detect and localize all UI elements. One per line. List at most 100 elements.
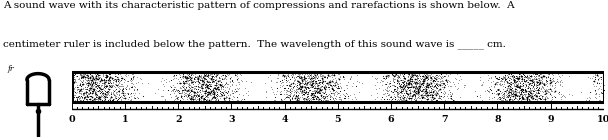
Point — [180, 76, 190, 78]
Point — [285, 83, 295, 85]
Point — [517, 84, 527, 87]
Point — [398, 85, 408, 87]
Point — [295, 75, 305, 77]
Point — [397, 81, 407, 83]
Point — [283, 84, 292, 86]
Point — [425, 77, 435, 79]
Point — [209, 78, 219, 80]
Point — [510, 94, 519, 96]
Point — [410, 82, 420, 84]
Point — [159, 95, 168, 97]
Point — [522, 98, 532, 101]
Point — [184, 92, 194, 94]
Point — [543, 96, 553, 99]
Point — [519, 80, 529, 82]
Point — [496, 80, 506, 82]
Point — [214, 88, 224, 91]
Point — [508, 87, 517, 89]
Point — [83, 82, 93, 84]
Point — [72, 96, 82, 99]
Point — [283, 95, 293, 98]
Point — [513, 86, 522, 88]
Point — [202, 86, 212, 88]
Point — [215, 76, 225, 79]
Point — [503, 73, 513, 76]
Point — [309, 89, 319, 91]
Point — [433, 83, 443, 85]
Point — [520, 98, 530, 100]
Point — [90, 90, 100, 92]
Point — [285, 99, 294, 101]
Point — [201, 85, 210, 87]
Point — [102, 84, 112, 87]
Point — [291, 78, 300, 80]
Point — [288, 82, 298, 84]
Point — [427, 88, 437, 90]
Point — [123, 97, 133, 100]
Point — [212, 90, 221, 92]
Point — [207, 72, 216, 75]
Point — [532, 84, 542, 86]
Point — [198, 85, 207, 87]
Point — [315, 91, 325, 93]
Point — [279, 75, 289, 77]
Point — [411, 85, 421, 87]
Point — [286, 89, 295, 91]
Point — [76, 76, 86, 78]
Point — [534, 84, 544, 86]
Point — [314, 90, 324, 92]
Point — [427, 95, 437, 97]
Point — [421, 85, 431, 87]
Point — [90, 92, 100, 94]
Point — [85, 80, 94, 82]
Point — [421, 84, 431, 87]
Point — [539, 86, 548, 88]
Point — [523, 90, 533, 93]
Point — [90, 75, 100, 78]
Point — [186, 89, 196, 91]
Point — [440, 99, 449, 101]
Point — [278, 76, 288, 79]
Point — [182, 78, 192, 80]
Point — [296, 86, 306, 89]
Point — [88, 83, 97, 85]
Point — [407, 80, 416, 82]
Point — [440, 75, 450, 78]
Point — [292, 97, 302, 100]
Point — [294, 95, 303, 98]
Point — [111, 97, 120, 99]
Point — [95, 90, 105, 92]
Point — [477, 82, 487, 85]
Point — [92, 94, 102, 96]
Point — [199, 82, 209, 84]
Point — [406, 74, 415, 76]
Point — [201, 92, 210, 94]
Point — [440, 79, 450, 81]
Point — [218, 77, 227, 79]
Point — [528, 80, 537, 82]
Point — [90, 82, 100, 85]
Point — [514, 76, 524, 78]
Point — [303, 77, 313, 79]
Point — [116, 75, 126, 78]
Point — [537, 85, 547, 88]
Point — [330, 96, 340, 99]
Point — [543, 89, 553, 92]
Point — [311, 98, 321, 101]
Point — [396, 88, 406, 90]
Point — [440, 90, 449, 92]
Point — [94, 96, 104, 98]
Point — [401, 89, 411, 92]
Point — [510, 78, 519, 80]
Point — [216, 94, 226, 97]
Point — [75, 79, 85, 81]
Point — [366, 94, 376, 96]
Point — [523, 92, 533, 94]
Point — [514, 78, 523, 80]
Point — [182, 82, 192, 84]
Point — [213, 88, 223, 90]
Point — [524, 73, 534, 76]
Point — [275, 91, 285, 94]
Point — [223, 83, 233, 85]
Point — [504, 82, 514, 85]
